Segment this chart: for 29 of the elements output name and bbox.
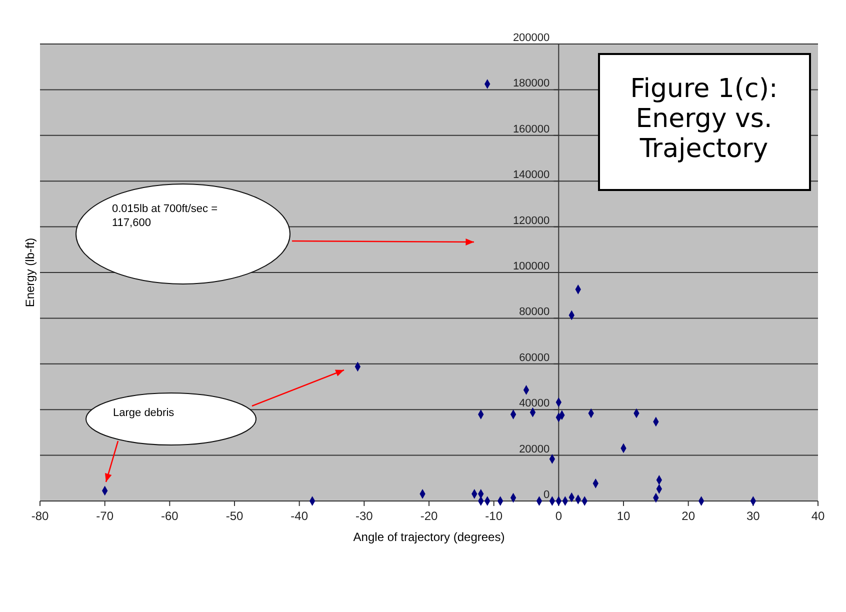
x-axis-title: Angle of trajectory (degrees) (353, 530, 505, 544)
text: Figure 1(c): Energy vs. Trajectory (630, 74, 778, 164)
y-tick-label: 20000 (519, 443, 550, 456)
x-tick-label: -10 (485, 509, 503, 523)
x-tick-label: -60 (160, 509, 179, 523)
y-tick-label: 140000 (512, 169, 550, 182)
x-tick-label: -20 (420, 509, 438, 523)
x-tick-label: -70 (96, 509, 114, 523)
x-tick-label: 10 (616, 509, 630, 523)
y-axis-title: Energy (lb-ft) (23, 238, 37, 308)
y-tick-label: 60000 (519, 352, 550, 364)
y-tick-label: 200000 (512, 32, 550, 44)
y-tick-label: 40000 (519, 398, 550, 410)
y-tick-label: 0 (544, 489, 550, 501)
x-tick-label: -40 (290, 509, 308, 523)
x-tick-label: 30 (746, 509, 760, 523)
x-tick-label: 20 (682, 509, 696, 523)
annotation: Large debris (113, 407, 175, 419)
x-tick-label: 40 (811, 509, 825, 523)
annotation: 0.015lb at 700ft/sec = 117,600 (112, 203, 218, 229)
x-tick-label: -50 (226, 509, 244, 523)
y-tick-label: 100000 (512, 260, 550, 272)
x-tick-label: -80 (31, 509, 49, 523)
x-tick-label: 0 (555, 509, 562, 523)
x-tick-label: -30 (355, 509, 374, 523)
y-tick-label: 180000 (512, 78, 550, 90)
y-tick-label: 80000 (519, 306, 550, 318)
y-tick-label: 160000 (512, 123, 550, 136)
y-tick-label: 120000 (512, 214, 550, 227)
